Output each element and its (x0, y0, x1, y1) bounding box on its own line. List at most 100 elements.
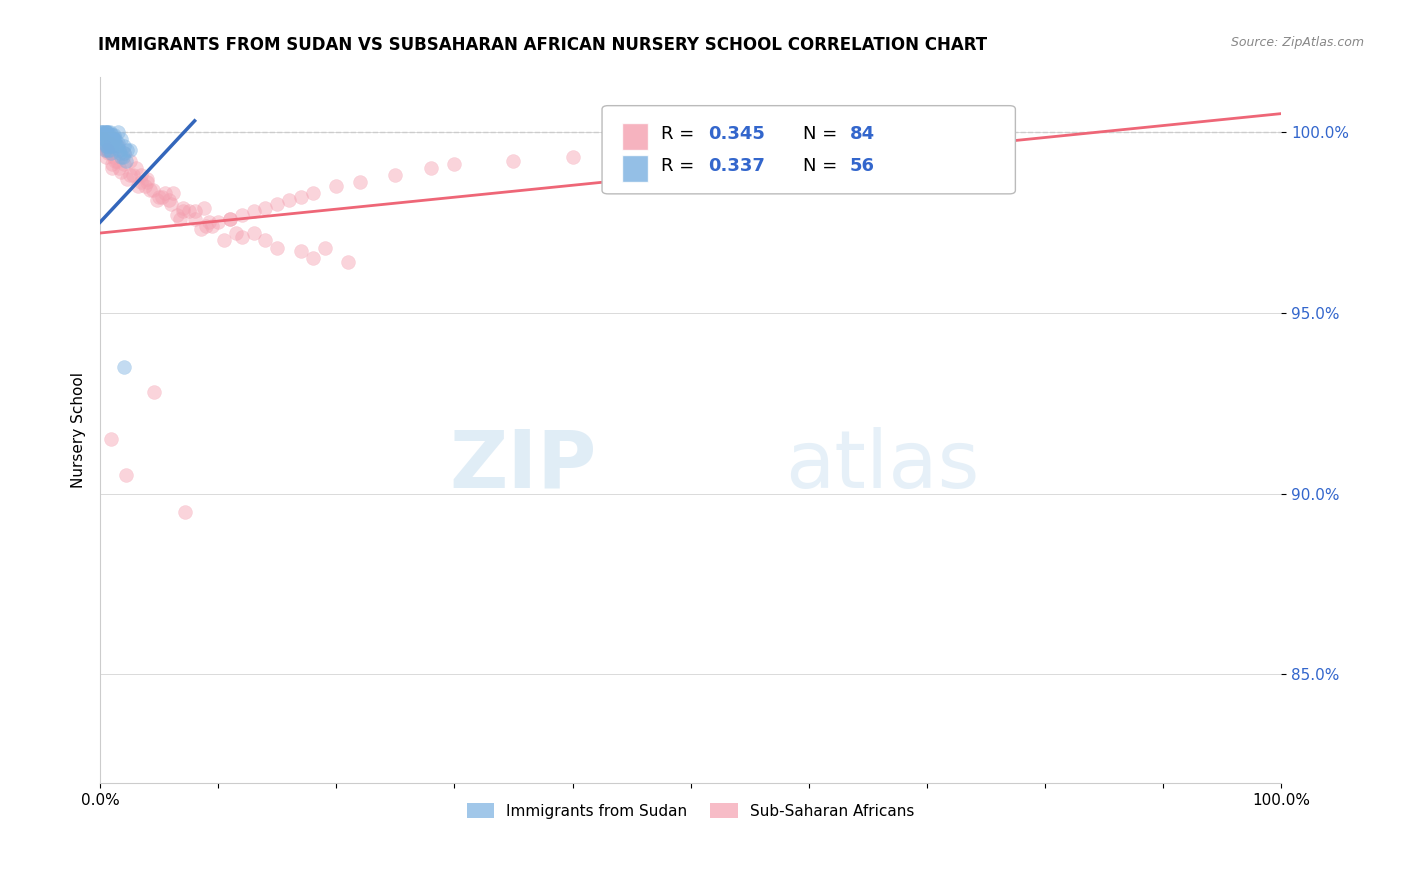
Point (94, 128, 117, 143)
Point (190, 222, 212, 236)
Point (301, 252, 323, 266)
Point (101, 132, 124, 146)
Point (96, 143, 118, 157)
Point (100, 132, 122, 146)
Point (150, 190, 173, 204)
Point (94, 150, 117, 164)
Point (225, 226, 247, 240)
Point (100, 139, 122, 153)
Point (160, 197, 183, 211)
Point (142, 183, 165, 197)
Point (384, 168, 406, 182)
Point (104, 132, 127, 146)
Point (177, 204, 200, 219)
Point (131, 175, 153, 189)
Point (103, 150, 125, 164)
Point (108, 146, 131, 161)
Point (90, 125, 112, 139)
Point (136, 175, 159, 189)
Point (219, 211, 242, 226)
Point (153, 186, 176, 201)
Point (134, 179, 156, 194)
Point (118, 168, 141, 182)
Point (195, 219, 218, 233)
Point (314, 240, 336, 254)
Point (197, 215, 219, 229)
Point (115, 153, 138, 168)
Point (419, 161, 441, 175)
Point (172, 201, 194, 215)
Point (103, 128, 125, 143)
Point (94, 128, 117, 143)
Point (112, 139, 135, 153)
Point (107, 139, 129, 153)
Point (110, 132, 132, 146)
Point (107, 136, 129, 150)
Point (266, 197, 288, 211)
Point (183, 211, 205, 226)
Point (94, 125, 117, 139)
Point (337, 255, 360, 269)
Point (98, 143, 121, 157)
Point (349, 175, 371, 189)
Point (242, 226, 264, 240)
Text: ZIP: ZIP (449, 426, 596, 505)
Point (98, 146, 121, 161)
Point (94, 128, 117, 143)
Point (112, 146, 135, 161)
Y-axis label: Nursery School: Nursery School (72, 372, 86, 488)
Point (162, 186, 184, 201)
Point (143, 385, 166, 400)
Point (443, 157, 465, 171)
Point (101, 136, 124, 150)
Point (103, 132, 125, 146)
Point (91, 125, 114, 139)
Text: IMMIGRANTS FROM SUDAN VS SUBSAHARAN AFRICAN NURSERY SCHOOL CORRELATION CHART: IMMIGRANTS FROM SUDAN VS SUBSAHARAN AFRI… (98, 36, 987, 54)
Text: 56: 56 (851, 157, 875, 175)
Point (94, 132, 117, 146)
Point (101, 128, 124, 143)
Point (138, 183, 160, 197)
Point (93, 132, 115, 146)
Point (97, 136, 120, 150)
Point (290, 190, 312, 204)
Point (115, 468, 138, 483)
Point (561, 150, 583, 164)
Point (100, 139, 122, 153)
Point (231, 208, 253, 222)
Point (98, 136, 121, 150)
Point (98, 136, 121, 150)
Point (105, 153, 128, 168)
Point (127, 179, 149, 194)
Point (97, 136, 120, 150)
Point (93, 132, 115, 146)
Text: atlas: atlas (785, 426, 980, 505)
Point (193, 201, 215, 215)
Point (219, 211, 242, 226)
Point (856, 143, 879, 157)
Point (93, 136, 115, 150)
Point (104, 153, 127, 168)
Point (98, 136, 121, 150)
Point (301, 186, 323, 201)
Text: 0.345: 0.345 (709, 125, 765, 143)
Point (254, 201, 277, 215)
Point (97, 143, 120, 157)
Text: R =: R = (661, 157, 700, 175)
Point (679, 146, 702, 161)
Point (231, 229, 253, 244)
Point (131, 168, 153, 182)
Point (169, 211, 191, 226)
Point (101, 157, 124, 171)
Point (290, 244, 312, 259)
Point (108, 143, 131, 157)
Point (266, 240, 288, 254)
Point (111, 150, 134, 164)
Point (101, 139, 124, 153)
Point (118, 153, 141, 168)
Point (101, 161, 124, 175)
FancyBboxPatch shape (602, 105, 1015, 194)
Point (105, 139, 128, 153)
Point (122, 168, 145, 182)
Point (502, 153, 524, 168)
